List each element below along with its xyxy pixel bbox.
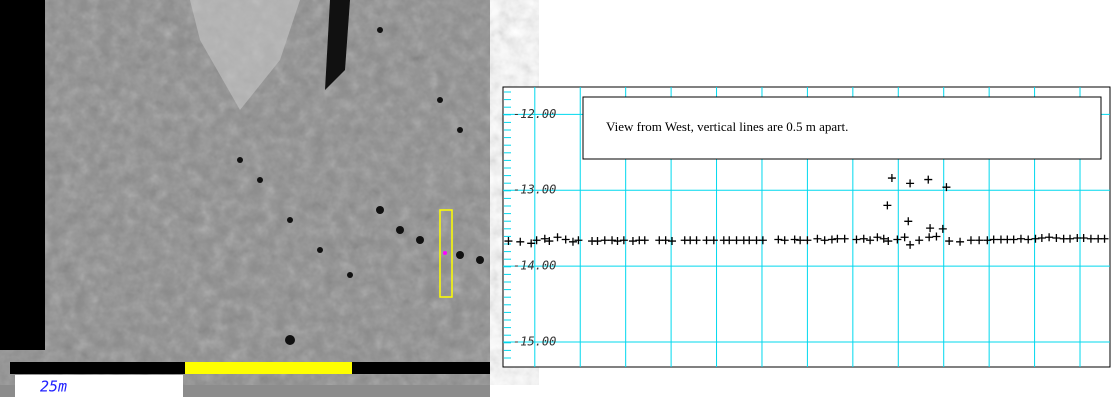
page: 25m -12.00 -13.00 -14.00 -15.00 View from We… <box>0 0 1111 397</box>
annotation: View from West, vertical lines are 0.5 m… <box>606 119 848 134</box>
scale-label: 25m <box>40 378 67 396</box>
y-tick-label: -15.00 <box>513 334 556 348</box>
cursor <box>443 251 447 255</box>
dark-edge <box>0 0 45 350</box>
sonar-image: 25m <box>0 0 490 397</box>
scale-bar-segment <box>185 362 352 374</box>
depth-profile: -12.00 -13.00 -14.00 -15.00 View from West, … <box>503 87 1110 367</box>
screen: 25m -12.00 -13.00 -14.00 -15.00 View from We… <box>0 0 1111 397</box>
y-tick-label: -13.00 <box>513 183 556 197</box>
y-tick-label: -12.00 <box>513 107 556 121</box>
y-tick-label: -14.00 <box>513 259 556 273</box>
